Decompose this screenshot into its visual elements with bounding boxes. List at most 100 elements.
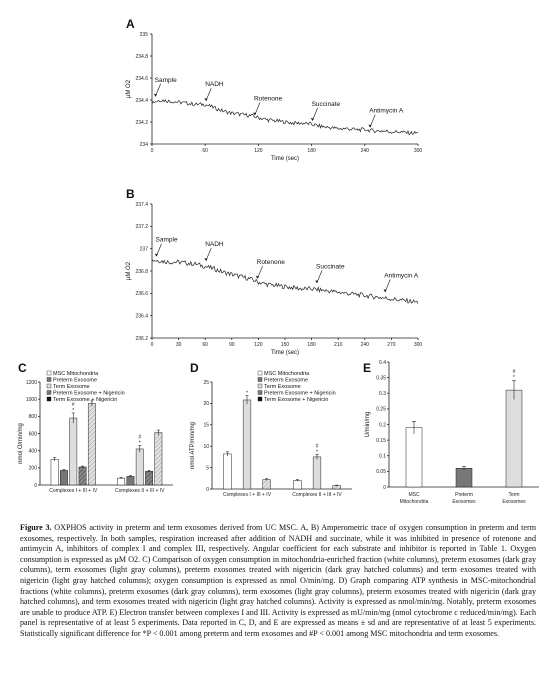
y-axis-label: U/min/mg	[365, 412, 371, 438]
y-tick-label: 234.8	[135, 54, 148, 60]
arrow-head	[204, 98, 208, 102]
annotation-arrow	[205, 247, 212, 261]
category-label: Exosomes	[452, 499, 476, 505]
bar	[242, 399, 252, 490]
y-tick-label: 0.05	[376, 469, 386, 475]
annotation-label: Sample	[156, 237, 178, 244]
annotation-label: Succinate	[312, 101, 341, 108]
legend-label: Preterm Exosome + Nigericin	[53, 391, 125, 397]
y-tick-label: 0.2	[379, 422, 386, 428]
y-tick-label: 234	[140, 142, 149, 148]
y-axis-label: nmol O/min/mg	[18, 423, 24, 464]
category-label: Complexes II + III + IV	[292, 492, 342, 498]
bar	[505, 389, 523, 488]
bar	[223, 453, 232, 490]
y-tick-label: 0.15	[376, 438, 386, 444]
legend-label: Term Exosome	[264, 384, 301, 390]
bar	[135, 448, 144, 486]
annotation-arrow	[257, 265, 263, 279]
y-tick-label: 236.4	[135, 313, 148, 319]
arrow-head	[310, 118, 314, 121]
y-axis-label: µM O2	[126, 79, 132, 98]
category-label: Preterm	[455, 492, 473, 498]
y-tick-label: 1200	[26, 380, 37, 386]
annotation-label: Succinate	[316, 263, 345, 270]
bar	[145, 471, 153, 486]
annotation-arrow	[385, 279, 391, 292]
figure-panels: A 234 234.2 234.4 234.6 234.8 235 0 60 120 180 240 3…	[18, 17, 539, 505]
annotation-label: Antimycin A	[369, 108, 404, 115]
x-tick-label: 0	[151, 148, 154, 154]
significance-marker: *	[513, 375, 515, 381]
figure-caption: Figure 3. OXPHOS activity in preterm and…	[20, 523, 536, 640]
legend-swatch	[257, 377, 263, 382]
axis-frame	[151, 34, 418, 145]
caption-label: Figure 3.	[20, 523, 52, 532]
category-label: Complexes II + III + IV	[115, 488, 165, 494]
y-tick-label: 237	[140, 246, 149, 252]
x-tick-label: 300	[414, 148, 423, 154]
annotation-label: Sample	[155, 77, 177, 84]
bar	[405, 427, 423, 488]
x-tick-label: 270	[387, 342, 396, 348]
significance-marker: #	[138, 435, 141, 441]
annotation-label: Rotenone	[254, 96, 283, 103]
legend-label: Term Exosome	[53, 384, 90, 390]
annotation-arrow	[156, 243, 162, 256]
legend-label: Term Exosome + Nigericin	[53, 397, 117, 403]
panel-label-C: C	[18, 361, 27, 375]
arrow-head	[255, 275, 259, 279]
legend-swatch	[257, 383, 263, 389]
bar	[87, 403, 96, 486]
bar	[69, 417, 78, 486]
annotation-label: Rotenone	[257, 259, 286, 266]
x-axis-label: Time (sec)	[271, 156, 299, 162]
y-tick-label: 237.2	[135, 224, 148, 230]
significance-marker: *	[246, 391, 248, 397]
y-tick-label: 236.2	[135, 336, 148, 342]
y-tick-label: 0	[206, 487, 209, 493]
y-tick-label: 234.2	[135, 120, 148, 126]
x-tick-label: 150	[281, 342, 290, 348]
x-tick-label: 210	[334, 342, 343, 348]
significance-marker: *	[316, 449, 318, 455]
y-tick-label: 234.4	[135, 98, 148, 104]
legend-swatch	[257, 370, 263, 376]
y-tick-label: 25	[203, 380, 209, 386]
y-tick-label: 234.6	[135, 76, 148, 82]
x-tick-label: 60	[202, 342, 208, 348]
oxygen-trace	[151, 99, 419, 136]
bar	[117, 477, 126, 486]
y-tick-label: 0.4	[379, 360, 386, 366]
arrow-head	[154, 253, 158, 257]
panel-label-D: D	[190, 361, 199, 375]
legend-swatch	[46, 377, 52, 382]
y-tick-label: 236.6	[135, 291, 148, 297]
caption-text: OXPHOS activity in preterm and term exos…	[20, 523, 537, 638]
y-tick-label: 0	[34, 483, 37, 489]
y-tick-label: 0.25	[376, 407, 386, 413]
significance-marker: #	[72, 402, 75, 408]
y-tick-label: 0.3	[379, 391, 386, 397]
category-label: Complexes I + III + IV	[223, 492, 272, 498]
significance-marker: #	[513, 369, 516, 375]
y-tick-label: 15	[203, 423, 209, 429]
x-tick-label: 0	[151, 342, 154, 348]
bar	[312, 456, 322, 490]
category-label: Term	[508, 492, 519, 498]
arrow-head	[153, 93, 157, 97]
x-tick-label: 30	[176, 342, 182, 348]
legend-label: Preterm Exosome	[264, 378, 308, 384]
y-tick-label: 0	[383, 485, 386, 491]
bar	[455, 468, 473, 488]
annotation-arrow	[316, 270, 323, 283]
annotation-arrow	[254, 102, 261, 115]
y-tick-label: 0.1	[379, 454, 386, 460]
legend-label: MSC Mitochondria	[53, 371, 99, 377]
panel-label-A: A	[126, 17, 135, 31]
annotation-label: NADH	[205, 81, 224, 88]
annotation-arrow	[155, 83, 161, 96]
arrow-head	[253, 112, 257, 116]
y-tick-label: 200	[29, 466, 38, 472]
panel-label-E: E	[363, 361, 371, 375]
